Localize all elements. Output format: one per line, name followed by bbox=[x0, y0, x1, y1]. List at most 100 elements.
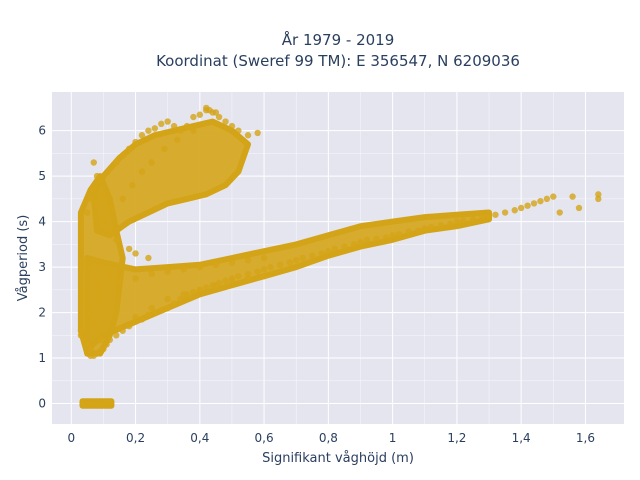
data-point bbox=[164, 304, 171, 312]
data-point bbox=[106, 204, 114, 212]
data-point bbox=[318, 250, 326, 257]
data-point bbox=[575, 204, 583, 212]
data-point bbox=[415, 227, 422, 234]
x-axis-title: Signifikant våghöjd (m) bbox=[262, 451, 414, 466]
data-point bbox=[222, 277, 229, 284]
data-point bbox=[151, 309, 159, 316]
data-point bbox=[190, 288, 197, 296]
data-point bbox=[132, 250, 139, 257]
data-point bbox=[479, 213, 486, 221]
x-axis-ticks: 0 0,2 0,4 0,6 0,8 1 1,2 1,4 1,6 bbox=[67, 431, 595, 445]
chart-subtitle: Koordinat (Sweref 99 TM): E 356547, N 62… bbox=[156, 52, 520, 70]
data-point bbox=[260, 266, 268, 273]
data-point bbox=[309, 252, 316, 259]
upper-branch bbox=[90, 118, 251, 239]
data-point bbox=[228, 277, 236, 284]
data-point bbox=[170, 300, 178, 307]
data-point bbox=[235, 272, 242, 280]
data-point bbox=[212, 109, 220, 116]
data-point bbox=[84, 341, 91, 348]
data-point bbox=[138, 316, 146, 323]
data-point bbox=[206, 106, 213, 114]
data-point bbox=[106, 336, 114, 344]
data-point bbox=[556, 209, 563, 216]
data-point bbox=[93, 327, 101, 334]
data-point bbox=[244, 132, 252, 139]
data-point bbox=[93, 200, 101, 207]
data-point bbox=[260, 254, 268, 262]
data-point bbox=[260, 272, 268, 280]
data-point bbox=[132, 138, 139, 146]
x-tick-label: 0,2 bbox=[126, 431, 145, 445]
data-point bbox=[132, 313, 139, 321]
data-point bbox=[543, 195, 551, 203]
data-point bbox=[90, 186, 97, 193]
data-point bbox=[97, 177, 104, 184]
data-point bbox=[469, 216, 477, 223]
data-point bbox=[132, 275, 139, 282]
data-point bbox=[119, 152, 126, 159]
data-point bbox=[196, 263, 204, 271]
x-tick-label: 1,4 bbox=[512, 431, 531, 445]
y-tick-label: 0 bbox=[38, 397, 46, 411]
data-point bbox=[164, 268, 171, 275]
data-point bbox=[151, 125, 159, 132]
data-point bbox=[177, 295, 184, 303]
data-point bbox=[138, 132, 146, 139]
data-point bbox=[530, 200, 538, 207]
data-point bbox=[357, 238, 364, 246]
data-point bbox=[90, 272, 97, 280]
data-point bbox=[158, 120, 165, 128]
data-point bbox=[90, 159, 97, 166]
y-tick-label: 4 bbox=[38, 215, 46, 229]
data-point bbox=[145, 254, 152, 262]
data-point bbox=[524, 202, 531, 209]
data-point bbox=[421, 225, 428, 232]
data-point bbox=[106, 227, 114, 234]
data-point bbox=[100, 218, 107, 225]
data-point bbox=[129, 182, 136, 189]
data-point bbox=[106, 272, 114, 280]
data-point bbox=[325, 247, 332, 255]
data-point bbox=[299, 254, 306, 262]
data-points bbox=[77, 104, 602, 407]
data-point bbox=[90, 318, 97, 325]
data-point bbox=[550, 193, 557, 200]
data-point bbox=[447, 220, 454, 228]
data-point bbox=[106, 400, 114, 407]
x-tick-label: 0,6 bbox=[255, 431, 274, 445]
data-point bbox=[453, 218, 461, 225]
data-point bbox=[174, 136, 181, 143]
data-point bbox=[254, 268, 261, 275]
x-tick-label: 1,6 bbox=[576, 431, 595, 445]
data-point bbox=[100, 300, 107, 307]
data-point bbox=[113, 236, 120, 244]
data-point bbox=[222, 118, 229, 125]
data-point bbox=[537, 197, 544, 205]
data-point bbox=[373, 235, 380, 243]
data-point bbox=[148, 304, 155, 312]
y-tick-label: 5 bbox=[38, 169, 46, 183]
x-tick-label: 1,2 bbox=[447, 431, 466, 445]
data-point bbox=[331, 245, 338, 253]
data-point bbox=[145, 127, 152, 134]
data-point bbox=[77, 332, 85, 339]
data-point bbox=[100, 345, 107, 353]
data-point bbox=[212, 282, 220, 289]
y-tick-label: 6 bbox=[38, 124, 46, 138]
y-tick-label: 1 bbox=[38, 351, 46, 365]
data-point bbox=[228, 122, 236, 130]
data-point bbox=[183, 122, 191, 130]
data-point bbox=[190, 127, 197, 134]
data-point bbox=[158, 307, 165, 314]
data-point bbox=[427, 223, 435, 231]
data-point bbox=[132, 318, 139, 325]
data-point bbox=[145, 311, 152, 319]
data-point bbox=[228, 259, 236, 266]
data-point bbox=[341, 243, 348, 250]
y-axis-title: Vågperiod (s) bbox=[16, 215, 31, 302]
data-point bbox=[100, 191, 107, 198]
data-point bbox=[164, 118, 171, 125]
data-point bbox=[196, 286, 204, 294]
data-point bbox=[148, 270, 155, 278]
